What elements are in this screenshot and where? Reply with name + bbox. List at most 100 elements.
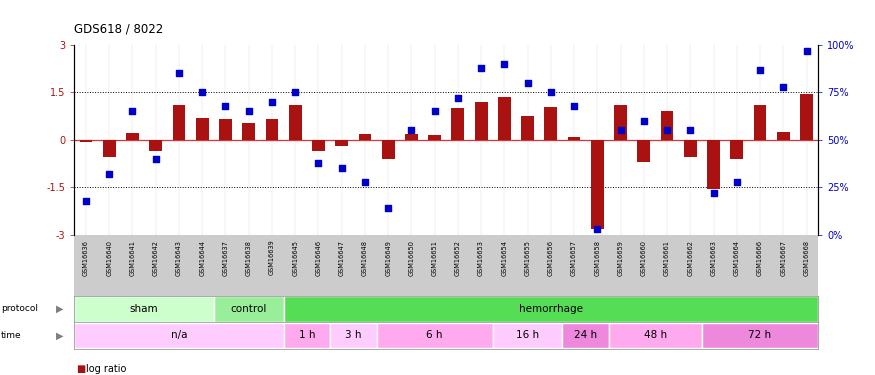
Bar: [242, 123, 256, 140]
Bar: [359, 134, 371, 140]
Bar: [335, 140, 348, 146]
Bar: [684, 140, 696, 158]
Text: GSM16644: GSM16644: [200, 240, 206, 276]
Point: [800, 48, 814, 54]
Text: GSM16659: GSM16659: [618, 240, 624, 276]
Text: GSM16666: GSM16666: [757, 240, 763, 276]
Bar: [777, 132, 789, 140]
Bar: [800, 94, 813, 140]
Point: [730, 179, 744, 185]
Point: [79, 198, 93, 204]
Text: sham: sham: [130, 304, 158, 314]
Text: GSM16640: GSM16640: [106, 240, 112, 276]
Point: [591, 226, 605, 232]
Point: [753, 67, 767, 73]
FancyBboxPatch shape: [702, 323, 818, 348]
Text: GSM16636: GSM16636: [83, 240, 89, 276]
Bar: [265, 119, 278, 140]
Text: GSM16653: GSM16653: [478, 240, 484, 276]
Bar: [382, 140, 395, 159]
Point: [195, 90, 209, 96]
Bar: [614, 105, 627, 140]
Bar: [498, 97, 511, 140]
Point: [497, 61, 511, 67]
Point: [288, 90, 302, 96]
Text: ▶: ▶: [55, 330, 63, 340]
Point: [683, 128, 697, 134]
Bar: [196, 118, 208, 140]
FancyBboxPatch shape: [376, 323, 493, 348]
Point: [172, 70, 186, 76]
Text: GSM16656: GSM16656: [548, 240, 554, 276]
Text: 48 h: 48 h: [644, 330, 667, 340]
FancyBboxPatch shape: [74, 323, 284, 348]
Text: GSM16638: GSM16638: [246, 240, 252, 276]
Text: 72 h: 72 h: [748, 330, 772, 340]
Text: GDS618 / 8022: GDS618 / 8022: [74, 22, 164, 36]
Bar: [172, 105, 186, 140]
Text: GSM16637: GSM16637: [222, 240, 228, 276]
Text: 24 h: 24 h: [574, 330, 598, 340]
Text: 6 h: 6 h: [426, 330, 443, 340]
Bar: [126, 133, 139, 140]
Text: GSM16651: GSM16651: [431, 240, 438, 276]
Bar: [289, 105, 302, 140]
FancyBboxPatch shape: [563, 323, 609, 348]
Text: log ratio: log ratio: [86, 364, 126, 374]
FancyBboxPatch shape: [493, 323, 563, 348]
Point: [660, 128, 674, 134]
Point: [358, 179, 372, 185]
Bar: [591, 140, 604, 228]
Text: ▶: ▶: [55, 304, 63, 314]
Text: GSM16648: GSM16648: [362, 240, 368, 276]
Point: [567, 103, 581, 109]
Bar: [731, 140, 743, 159]
Point: [776, 84, 790, 90]
FancyBboxPatch shape: [330, 323, 376, 348]
Point: [613, 128, 627, 134]
Bar: [568, 137, 580, 140]
Text: GSM16657: GSM16657: [571, 240, 578, 276]
Text: GSM16661: GSM16661: [664, 240, 670, 276]
Text: GSM16658: GSM16658: [594, 240, 600, 276]
Text: GSM16655: GSM16655: [525, 240, 530, 276]
Text: GSM16646: GSM16646: [315, 240, 321, 276]
FancyBboxPatch shape: [284, 296, 818, 322]
Bar: [312, 140, 325, 151]
Text: GSM16668: GSM16668: [803, 240, 809, 276]
Text: GSM16642: GSM16642: [153, 240, 158, 276]
Bar: [637, 140, 650, 162]
Bar: [452, 108, 465, 140]
Text: hemorrhage: hemorrhage: [519, 304, 583, 314]
Text: 16 h: 16 h: [516, 330, 539, 340]
Bar: [707, 140, 720, 189]
Text: GSM16647: GSM16647: [339, 240, 345, 276]
Text: GSM16664: GSM16664: [734, 240, 739, 276]
Bar: [405, 134, 417, 140]
Text: protocol: protocol: [1, 304, 38, 313]
Text: GSM16654: GSM16654: [501, 240, 507, 276]
Text: 1 h: 1 h: [298, 330, 315, 340]
Bar: [103, 140, 116, 158]
Text: control: control: [230, 304, 267, 314]
Bar: [544, 107, 557, 140]
Bar: [150, 140, 162, 151]
Point: [219, 103, 233, 109]
Point: [125, 108, 139, 114]
Text: GSM16667: GSM16667: [780, 240, 787, 276]
Point: [521, 80, 535, 86]
FancyBboxPatch shape: [284, 323, 330, 348]
Text: GSM16663: GSM16663: [710, 240, 717, 276]
FancyBboxPatch shape: [214, 296, 284, 322]
Bar: [475, 102, 487, 140]
Text: GSM16645: GSM16645: [292, 240, 298, 276]
Text: GSM16649: GSM16649: [385, 240, 391, 276]
Text: GSM16650: GSM16650: [409, 240, 415, 276]
Bar: [753, 105, 766, 140]
FancyBboxPatch shape: [74, 296, 213, 322]
Point: [334, 165, 348, 171]
Text: n/a: n/a: [171, 330, 187, 340]
Point: [706, 190, 720, 196]
Bar: [522, 116, 534, 140]
Point: [382, 205, 396, 211]
